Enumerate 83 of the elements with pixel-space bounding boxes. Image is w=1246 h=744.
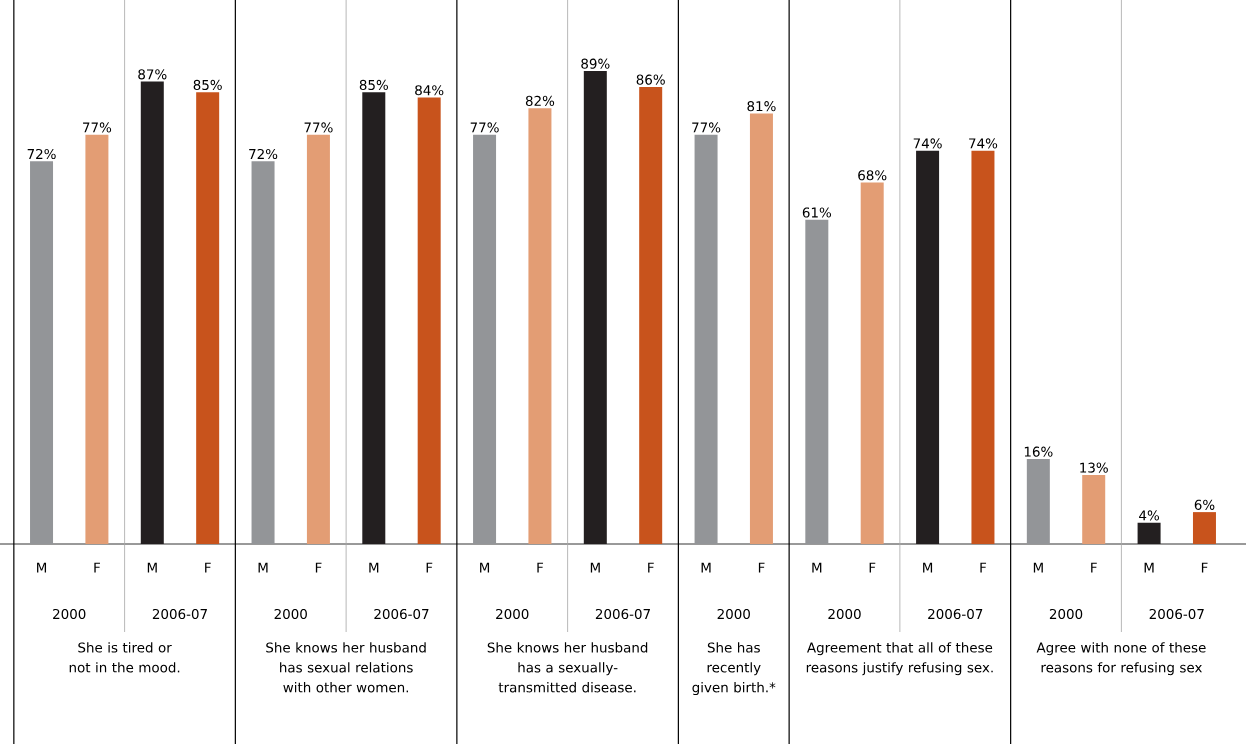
bar: [140, 81, 164, 544]
bar: [860, 182, 884, 544]
x-tick-label: F: [980, 562, 987, 573]
x-tick-label: M: [812, 562, 822, 573]
x-tick-label: M: [590, 562, 600, 573]
bar: [1026, 458, 1050, 544]
data-label: 84%: [415, 85, 444, 96]
text: 2006-07: [374, 608, 429, 620]
data-label: 85%: [359, 79, 389, 91]
x-tick-label: F: [869, 562, 876, 573]
data-label: 74%: [969, 138, 998, 149]
x-tick-label: F: [94, 562, 100, 573]
text: 2006-07: [1149, 608, 1204, 620]
x-tick-label: F: [648, 562, 654, 573]
x-tick-label: M: [258, 562, 268, 573]
x-tick-label: F: [758, 562, 765, 573]
data-label: 6%: [1194, 499, 1215, 510]
x-tick-label: F: [315, 562, 322, 573]
text: 2006-07: [152, 608, 207, 620]
data-label: 89%: [581, 58, 610, 69]
bar: [85, 134, 109, 544]
bar: [362, 92, 386, 544]
text: She knows her husband has sexual relations with other women.: [266, 642, 426, 693]
bar: [196, 92, 220, 544]
bar: [473, 134, 497, 544]
bar: [417, 97, 441, 544]
bar: [251, 161, 275, 544]
bar: [749, 113, 773, 544]
x-tick-label: F: [426, 562, 433, 573]
data-label: 68%: [858, 170, 887, 181]
x-tick-label: F: [205, 562, 211, 573]
data-label: 85%: [193, 79, 222, 91]
text: 2000: [496, 608, 529, 620]
data-label: 72%: [27, 148, 56, 160]
data-label: 77%: [83, 122, 112, 133]
bar: [971, 150, 995, 544]
text: Agree with none of these reasons for refusing sex: [1036, 642, 1206, 676]
bar: [583, 70, 607, 544]
text: 2000: [717, 608, 750, 620]
data-label: 86%: [636, 74, 665, 85]
data-label: 77%: [304, 122, 333, 133]
data-label: 61%: [802, 207, 832, 218]
x-tick-label: F: [1201, 562, 1208, 573]
x-tick-label: M: [37, 562, 47, 573]
x-tick-label: M: [701, 562, 711, 573]
bar: [30, 161, 54, 544]
data-label: 82%: [525, 95, 555, 106]
bar: [1137, 522, 1161, 544]
text: Agreement that all of these reasons justify refusing sex.: [806, 642, 993, 676]
bar: [805, 219, 829, 544]
x-tick-label: M: [923, 562, 933, 573]
data-label: 72%: [249, 148, 278, 160]
bar: [639, 86, 663, 544]
text: She is tired or not in the mood.: [69, 642, 180, 673]
data-label: 87%: [138, 69, 167, 80]
x-tick-label: F: [537, 562, 544, 573]
data-label: 74%: [913, 138, 942, 149]
x-tick-label: M: [480, 562, 490, 573]
bar: [306, 134, 330, 544]
data-label: 77%: [470, 122, 499, 133]
text: She has recently given birth.*: [692, 642, 776, 696]
data-label: 77%: [692, 122, 721, 133]
text: She knows her husband has a sexually-transmitted disease.: [487, 642, 648, 693]
bar: [694, 134, 718, 544]
text: 2000: [1049, 608, 1083, 620]
data-label: 81%: [747, 101, 776, 112]
text: 2000: [828, 608, 861, 620]
text: 2006-07: [595, 608, 650, 620]
bar: [1192, 512, 1216, 544]
x-tick-label: M: [369, 562, 379, 573]
bar: [528, 108, 552, 544]
x-tick-label: M: [1144, 562, 1154, 573]
bar: [1082, 474, 1106, 544]
data-label: 13%: [1080, 462, 1108, 473]
x-tick-label: F: [1091, 562, 1097, 573]
x-tick-label: M: [147, 562, 157, 573]
bar: [916, 150, 940, 544]
x-tick-label: M: [1033, 562, 1043, 573]
data-label: 16%: [1024, 446, 1053, 457]
data-label: 4%: [1139, 510, 1160, 521]
text: 2006-07: [928, 608, 983, 620]
text: 2000: [274, 608, 307, 620]
text: 2000: [53, 608, 86, 620]
